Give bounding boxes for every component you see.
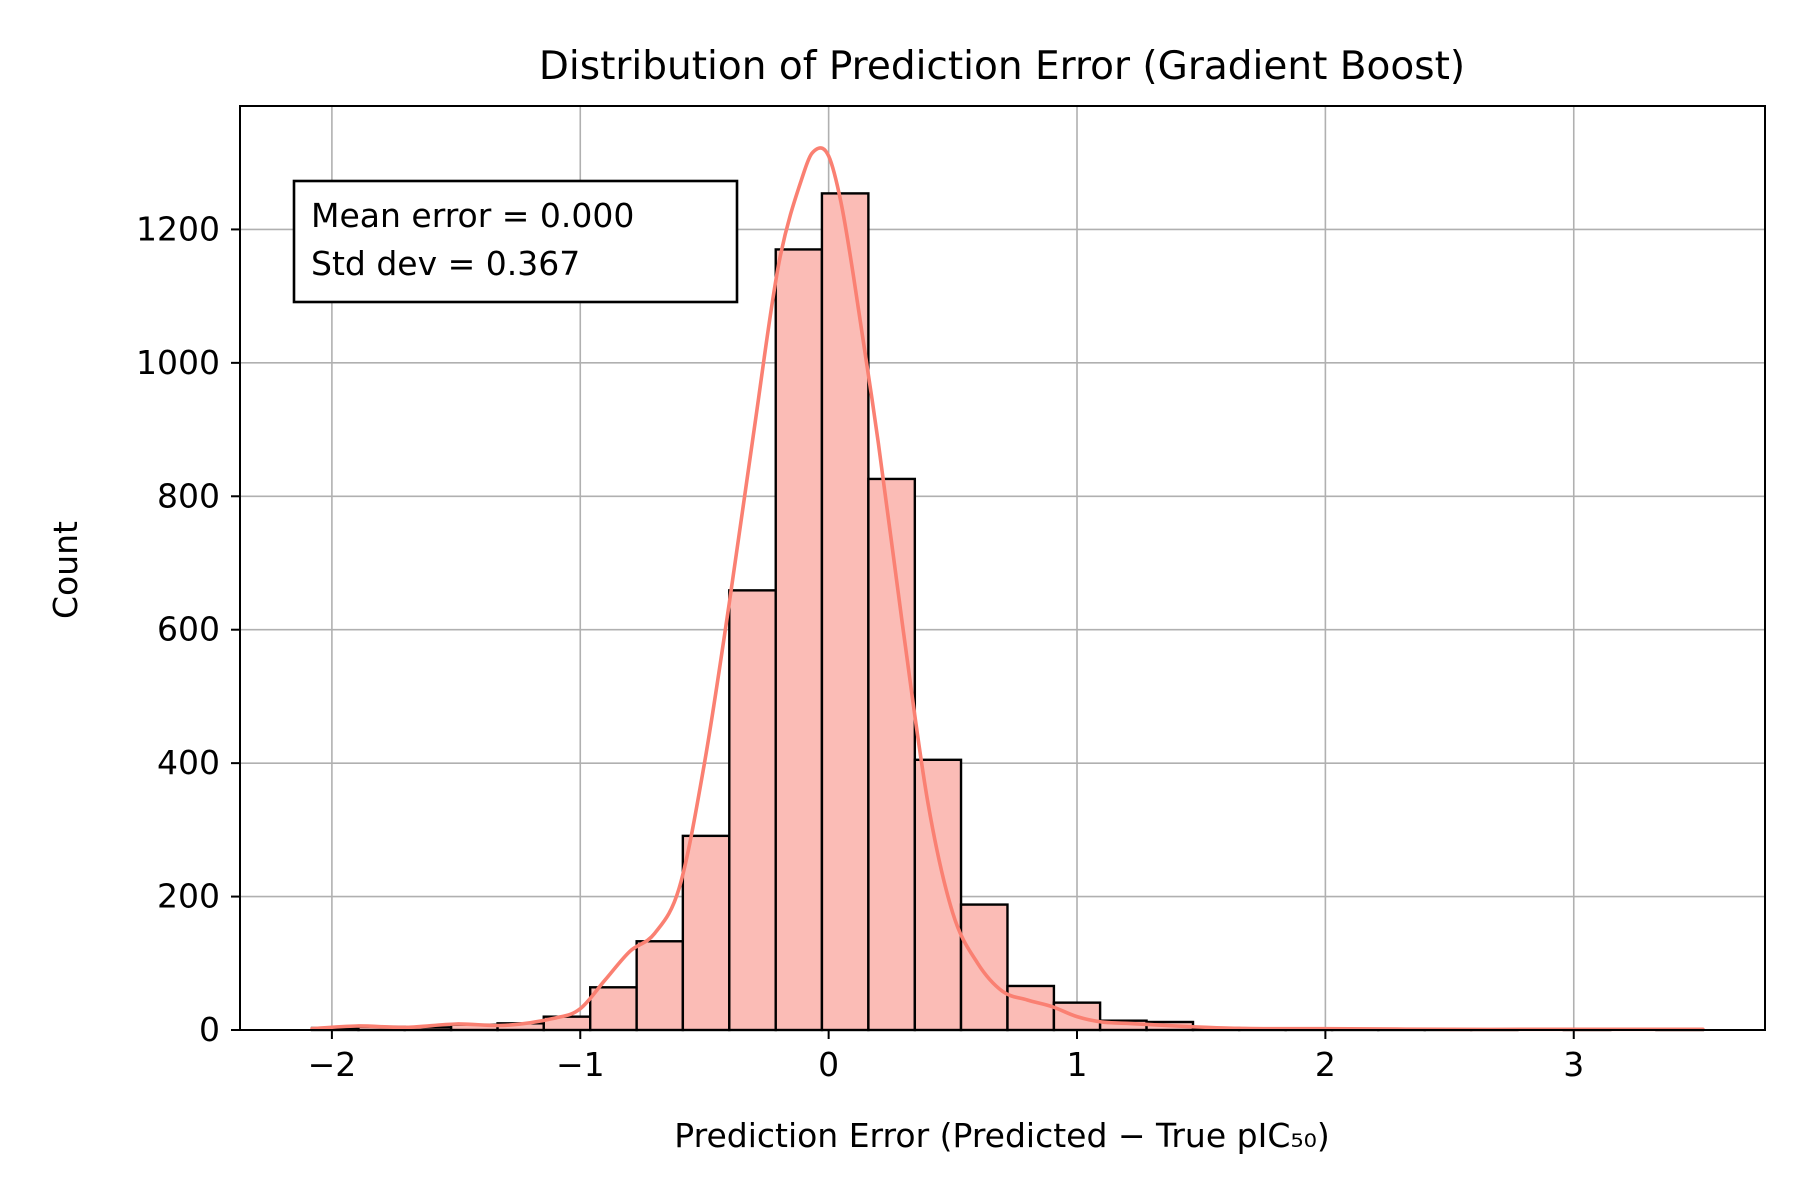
x-tick-label: 2 bbox=[1315, 1045, 1336, 1084]
y-tick-label: 1200 bbox=[136, 209, 220, 248]
mean-error-text: Mean error = 0.000 bbox=[311, 196, 634, 235]
histogram-bar bbox=[774, 248, 824, 1032]
y-tick-label: 800 bbox=[157, 476, 220, 515]
y-tick-label: 600 bbox=[157, 610, 220, 649]
histogram-bar bbox=[728, 589, 777, 1032]
kde-curve bbox=[310, 146, 1705, 1032]
kde-curve-layer bbox=[310, 146, 1705, 1032]
histogram-bar bbox=[913, 758, 963, 1032]
x-tick-label: 3 bbox=[1563, 1045, 1584, 1084]
x-tick-label: 0 bbox=[818, 1045, 839, 1084]
x-tick-label: 1 bbox=[1067, 1045, 1088, 1084]
y-axis-label: Count bbox=[46, 521, 85, 619]
x-tick-label: −2 bbox=[308, 1045, 357, 1084]
histogram-bar bbox=[589, 986, 638, 1032]
y-tick-label: 0 bbox=[199, 1010, 220, 1049]
chart-title: Distribution of Prediction Error (Gradie… bbox=[539, 44, 1465, 89]
histogram-bar bbox=[681, 834, 731, 1032]
stats-annotation: Mean error = 0.000 Std dev = 0.367 bbox=[292, 179, 739, 304]
histogram-bar bbox=[959, 903, 1009, 1032]
std-dev-text: Std dev = 0.367 bbox=[311, 244, 580, 283]
plot-frame bbox=[239, 105, 1766, 1031]
x-axis-ticks: −2 −1 0 1 2 3 bbox=[308, 1030, 1584, 1084]
y-axis-ticks: 0 200 400 600 800 1000 1200 bbox=[136, 209, 240, 1049]
histogram-bars bbox=[310, 192, 1705, 1032]
y-tick-label: 400 bbox=[157, 743, 220, 782]
histogram-bar bbox=[635, 940, 685, 1032]
y-tick-label: 1000 bbox=[136, 343, 220, 382]
y-tick-label: 200 bbox=[157, 877, 220, 916]
stats-box bbox=[292, 179, 739, 304]
x-tick-label: −1 bbox=[556, 1045, 605, 1084]
x-axis-label: Prediction Error (Predicted − True pIC₅₀… bbox=[674, 1116, 1329, 1155]
histogram-bar bbox=[867, 477, 917, 1032]
histogram-bar bbox=[1006, 984, 1056, 1032]
